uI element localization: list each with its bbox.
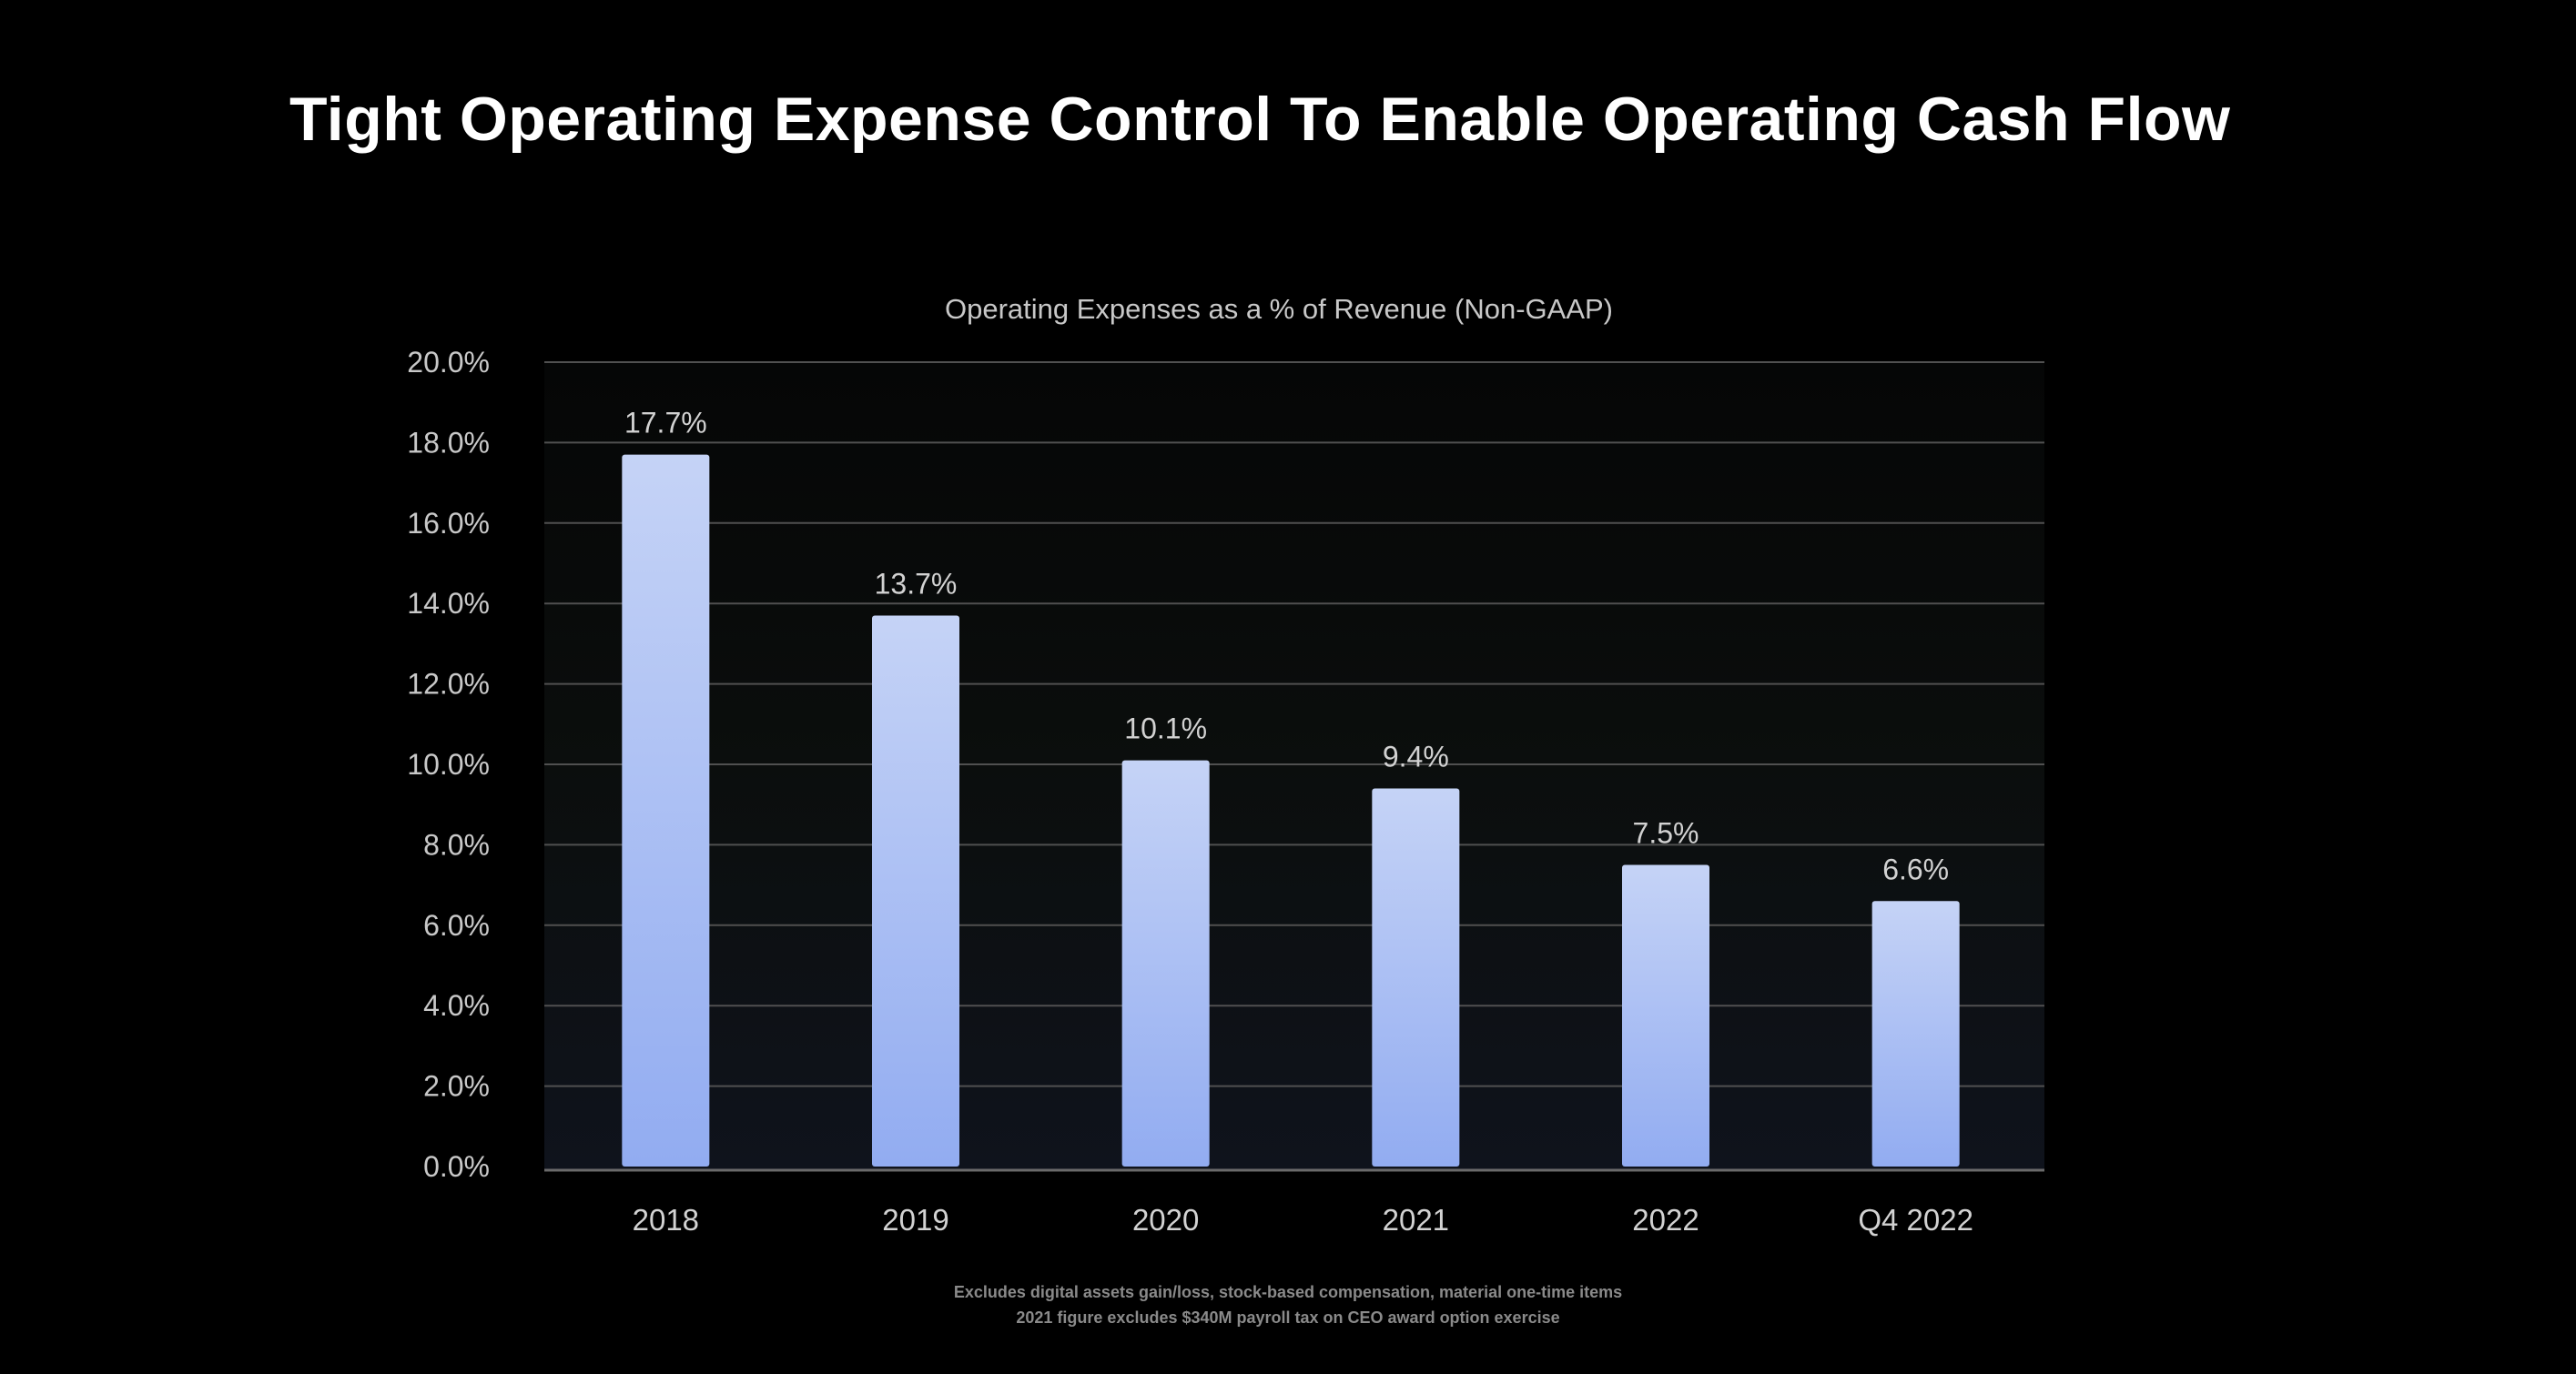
- y-axis-ticks: 0.0% 2.0% 4.0% 6.0% 8.0% 10.0% 12.0% 14.0% 16.0%…: [407, 346, 490, 1183]
- data-label: 7.5%: [1633, 817, 1699, 850]
- bar: [1372, 788, 1460, 1167]
- x-axis-ticks: 2018 2019 2020 2021 2022 Q4 2022: [633, 1203, 1973, 1237]
- bar: [622, 454, 710, 1167]
- y-tick-label: 10.0%: [407, 748, 490, 781]
- y-tick-label: 16.0%: [407, 507, 490, 540]
- bar: [872, 615, 959, 1167]
- slide-title: Tight Operating Expense Control To Enabl…: [289, 85, 2231, 154]
- data-label: 10.1%: [1124, 712, 1207, 745]
- x-tick-label: Q4 2022: [1858, 1203, 1973, 1237]
- y-tick-label: 8.0%: [423, 828, 490, 861]
- gridlines: [544, 361, 2044, 1087]
- y-tick-label: 20.0%: [407, 346, 490, 379]
- y-tick-label: 18.0%: [407, 426, 490, 459]
- x-tick-label: 2018: [633, 1203, 699, 1237]
- y-tick-label: 12.0%: [407, 668, 490, 701]
- bars: [622, 454, 1960, 1167]
- data-label: 13.7%: [875, 567, 958, 600]
- x-tick-label: 2019: [882, 1203, 948, 1237]
- data-label: 17.7%: [624, 407, 707, 439]
- y-tick-label: 4.0%: [423, 989, 490, 1022]
- x-tick-label: 2020: [1132, 1203, 1199, 1237]
- y-tick-label: 2.0%: [423, 1070, 490, 1103]
- data-label: 6.6%: [1882, 853, 1949, 885]
- x-tick-label: 2021: [1383, 1203, 1449, 1237]
- plot-area: [544, 362, 2044, 1170]
- bar: [1622, 864, 1709, 1167]
- y-tick-label: 6.0%: [423, 909, 490, 942]
- y-tick-label: 14.0%: [407, 587, 490, 620]
- footnote-1: Excludes digital assets gain/loss, stock…: [953, 1283, 1623, 1301]
- chart-title: Operating Expenses as a % of Revenue (No…: [945, 293, 1613, 325]
- data-label: 9.4%: [1383, 741, 1449, 773]
- bar: [1121, 760, 1210, 1167]
- footnote-2: 2021 figure excludes $340M payroll tax o…: [1016, 1308, 1560, 1327]
- x-tick-label: 2022: [1632, 1203, 1699, 1237]
- bar: [1871, 901, 1960, 1167]
- data-labels: 17.7% 13.7% 10.1% 9.4% 7.5% 6.6%: [624, 407, 1949, 886]
- y-tick-label: 0.0%: [423, 1150, 490, 1183]
